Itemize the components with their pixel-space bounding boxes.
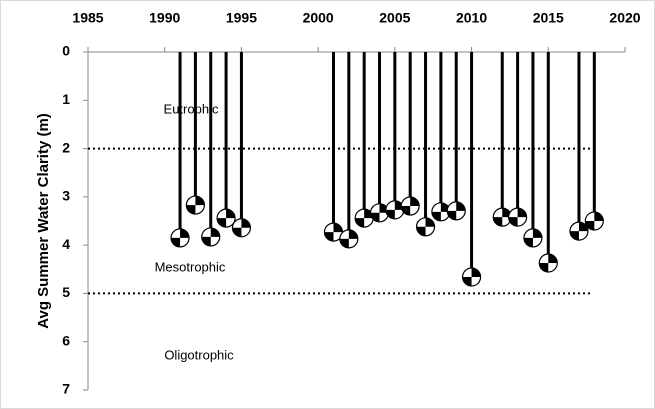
disk-quadrant [339, 238, 349, 248]
disk-quadrant [195, 196, 205, 206]
x-tick-label: 1995 [226, 10, 257, 26]
disk-quadrant [348, 229, 358, 239]
disk-quadrant [186, 205, 196, 215]
disk-quadrant [585, 221, 595, 230]
secchi-disk [431, 52, 451, 222]
secchi-disk [170, 52, 190, 248]
secchi-disk [201, 52, 221, 247]
disk-quadrant [201, 236, 211, 246]
disk-quadrant [171, 237, 181, 247]
disk-quadrant [425, 217, 435, 227]
y-tick-label: 1 [62, 91, 70, 107]
annotation: Mesotrophic [155, 259, 226, 274]
disk-quadrant [523, 237, 533, 247]
disk-quadrant [548, 254, 558, 264]
disk-quadrant [416, 226, 426, 236]
y-tick-label: 5 [62, 284, 70, 300]
secchi-disk [523, 52, 543, 248]
secchi-disk [461, 52, 482, 287]
y-tick-label: 3 [62, 188, 70, 204]
secchi-disk [231, 52, 252, 238]
x-tick-label: 1985 [72, 10, 103, 26]
disk-quadrant [370, 212, 380, 222]
x-tick-label: 2005 [379, 10, 410, 26]
secchi-disk [216, 52, 236, 228]
y-tick-label: 4 [62, 236, 70, 252]
x-tick-label: 2010 [456, 10, 487, 26]
y-axis-title: Avg Summer Water Clarity (m) [35, 113, 52, 329]
disk-quadrant [578, 222, 588, 232]
secchi-disk [538, 52, 558, 273]
disk-quadrant [385, 209, 395, 219]
secchi-disk [185, 52, 205, 215]
y-tick-label: 6 [62, 332, 70, 348]
x-tick-label: 1990 [149, 10, 180, 26]
x-tick-label: 2000 [303, 10, 334, 26]
secchi-disk [446, 52, 466, 221]
disk-quadrant [471, 268, 481, 278]
disk-quadrant [594, 212, 604, 221]
x-tick-label: 2015 [533, 10, 564, 26]
secchi-disk [507, 52, 528, 227]
disk-quadrant [226, 209, 236, 219]
disk-quadrant [355, 218, 365, 228]
disk-quadrant [508, 217, 518, 227]
y-tick-label: 7 [62, 381, 70, 397]
disk-quadrant [241, 218, 251, 228]
disk-quadrant [401, 206, 411, 216]
y-tick-label: 2 [62, 139, 70, 155]
disk-quadrant [217, 218, 227, 228]
disk-quadrant [232, 227, 242, 237]
x-tick-label: 2020 [609, 10, 640, 26]
disk-quadrant [210, 227, 220, 237]
annotation: Oligotrophic [164, 347, 234, 362]
secchi-disk [415, 52, 436, 237]
disk-quadrant [180, 228, 190, 238]
disk-quadrant [532, 228, 542, 238]
secchi-disk [584, 52, 604, 231]
secchi-disk [323, 52, 344, 242]
secchi-disk [339, 52, 359, 249]
disk-quadrant [517, 208, 527, 218]
disk-quadrant [324, 232, 334, 242]
y-tick-label: 0 [62, 43, 70, 59]
disk-quadrant [431, 211, 441, 221]
disk-quadrant [539, 263, 549, 273]
disk-quadrant [410, 197, 420, 207]
secchi-disk [400, 52, 420, 216]
disk-quadrant [447, 210, 457, 220]
annotation: Eutrophic [164, 101, 219, 116]
secchi-disk [569, 52, 589, 241]
disk-quadrant [569, 231, 579, 241]
disk-quadrant [333, 223, 343, 233]
disk-quadrant [456, 201, 466, 211]
disk-quadrant [493, 217, 503, 227]
disk-quadrant [462, 277, 472, 287]
